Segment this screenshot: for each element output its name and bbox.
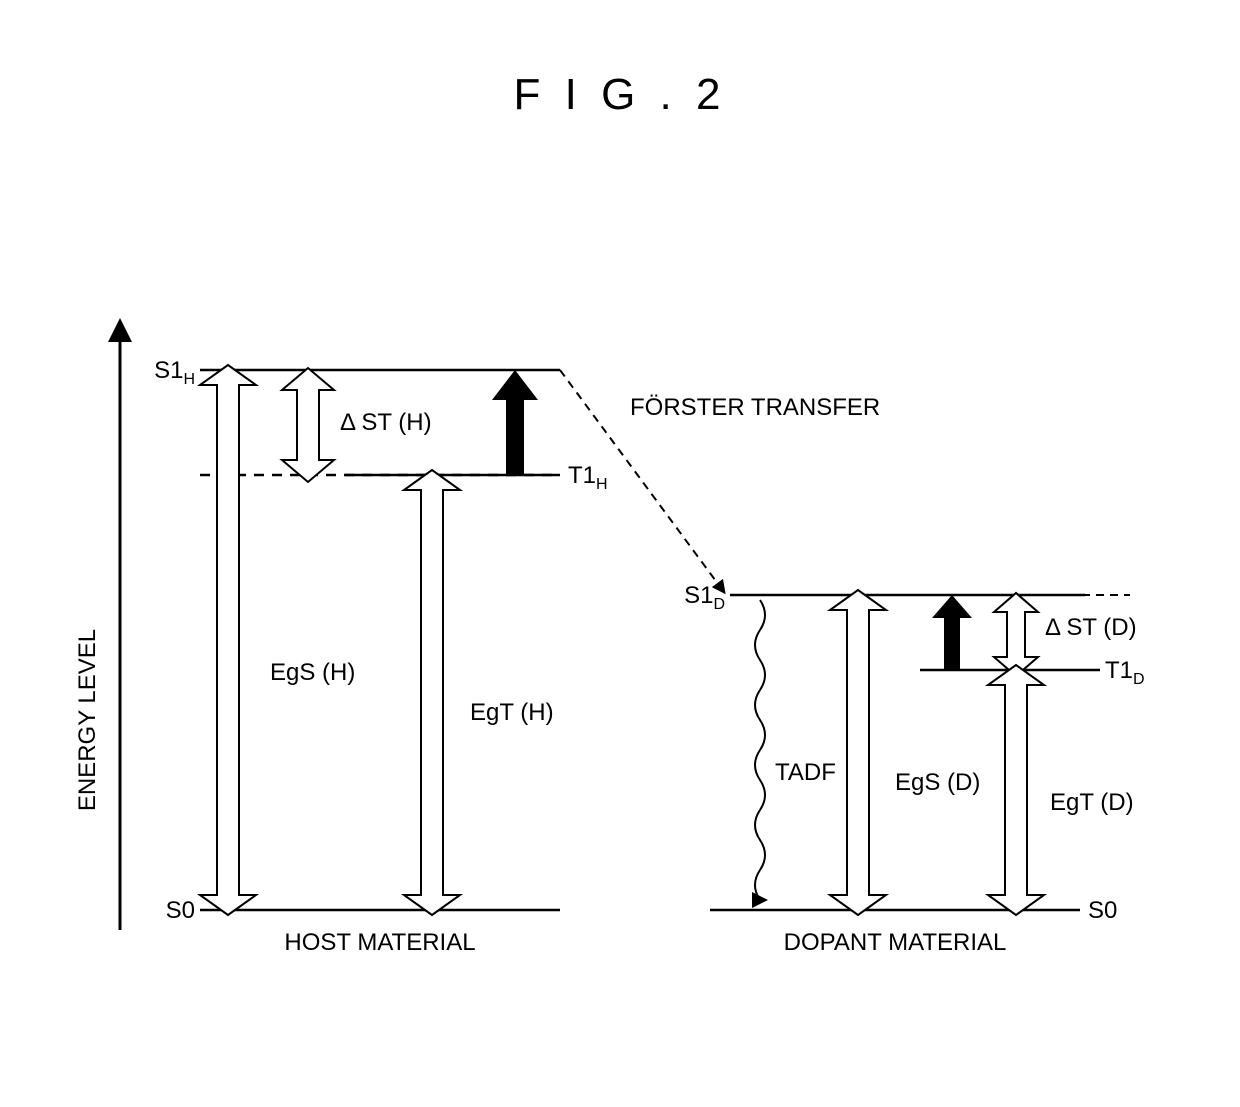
page: F I G . 2 ENERGY LEVEL S0 S1H [0, 0, 1240, 1107]
egs-d-label: EgS (D) [895, 769, 980, 796]
dopant-material-label: DOPANT MATERIAL [784, 929, 1007, 956]
dopant-t1d-label-text: T1D [1105, 657, 1145, 688]
dst-d-arrow [994, 593, 1038, 676]
tadf-wavy-arrow [755, 600, 765, 900]
diagram-svg: ENERGY LEVEL S0 S1H T1H EgS (H) Δ ST (H)… [0, 0, 1240, 1107]
host-t1-to-s1-arrow [492, 370, 538, 475]
host-material-label: HOST MATERIAL [284, 929, 475, 956]
dst-d-label: Δ ST (D) [1045, 614, 1137, 641]
dopant-t1-to-s1-arrow [932, 595, 972, 670]
host-s0-label: S0 [166, 897, 195, 924]
dopant-s0-label: S0 [1088, 897, 1117, 924]
tadf-label: TADF [775, 759, 836, 786]
egt-h-arrow [404, 470, 460, 915]
egt-d-label: EgT (D) [1050, 789, 1134, 816]
egs-h-arrow [200, 365, 256, 915]
energy-axis-label: ENERGY LEVEL [74, 629, 101, 811]
egt-d-arrow [988, 665, 1044, 915]
egs-h-label: EgS (H) [270, 659, 355, 686]
egs-d-arrow [830, 590, 886, 915]
forster-transfer-label: FÖRSTER TRANSFER [630, 394, 880, 421]
dst-h-arrow [282, 368, 334, 482]
egt-h-label: EgT (H) [470, 699, 554, 726]
dst-h-label: Δ ST (H) [340, 409, 432, 436]
host-s1h-label-text: S1H [154, 357, 195, 388]
host-t1h-label-text: T1H [568, 462, 608, 493]
